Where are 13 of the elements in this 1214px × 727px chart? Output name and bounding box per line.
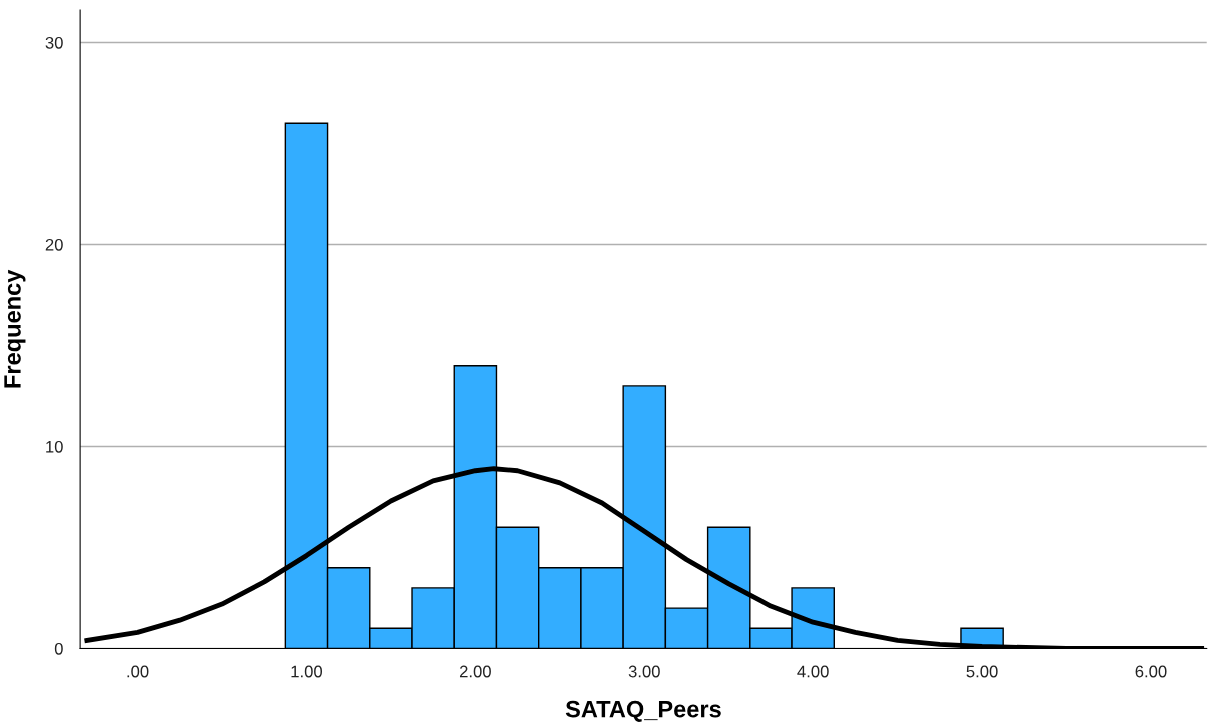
x-tick-label: .00 xyxy=(127,665,149,678)
y-tick-label: 10 xyxy=(46,440,63,453)
x-tick-label: 6.00 xyxy=(1135,665,1167,678)
x-tick-label: 2.00 xyxy=(459,665,491,678)
x-axis-title: SATAQ_Peers xyxy=(565,700,721,722)
y-axis-title: Frequency xyxy=(4,269,26,388)
y-tick-label: 20 xyxy=(45,238,63,251)
x-tick-label: 5.00 xyxy=(966,665,998,678)
x-tick-label: 4.00 xyxy=(797,665,829,678)
y-tick-label: 30 xyxy=(45,36,63,49)
y-tick-label: 0 xyxy=(54,642,63,655)
x-tick-label: 1.00 xyxy=(291,665,323,678)
x-tick-label: 3.00 xyxy=(628,665,660,678)
